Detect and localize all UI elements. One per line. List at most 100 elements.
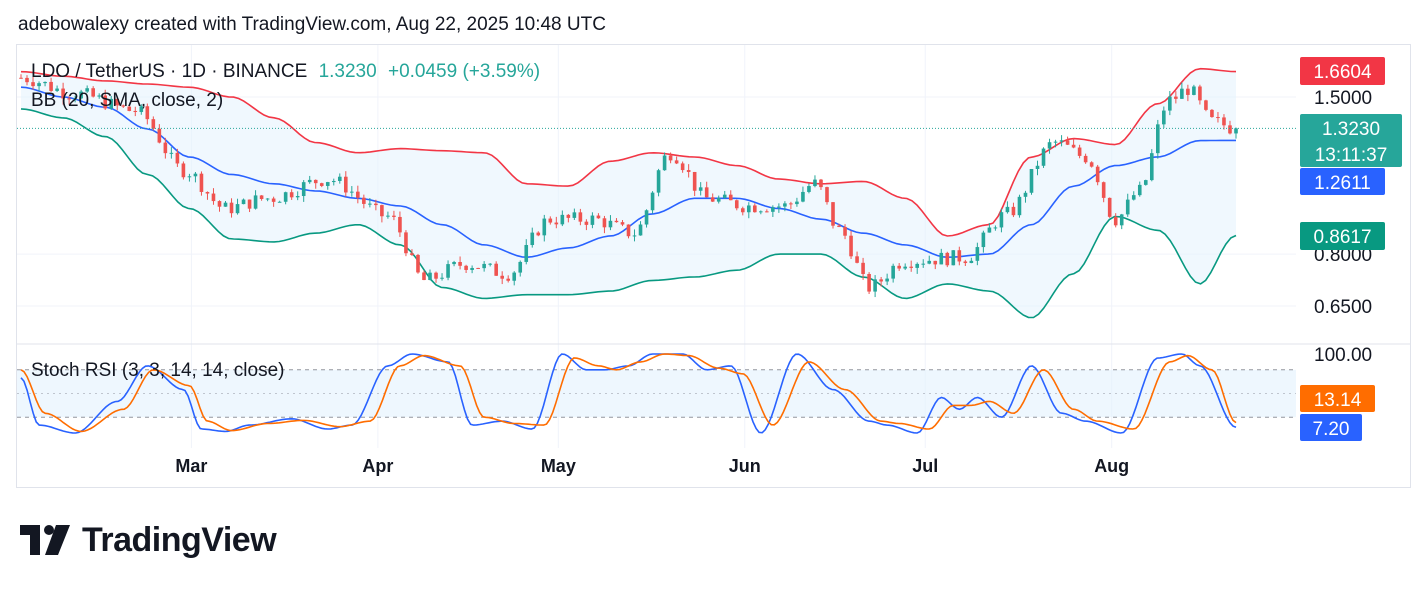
candle-56 bbox=[356, 185, 360, 204]
candle-body-13 bbox=[97, 95, 101, 97]
candle-131 bbox=[807, 183, 811, 194]
candle-body-14 bbox=[103, 95, 108, 109]
candle-95 bbox=[590, 212, 595, 229]
badge-last-price-text-1: 13:11:37 bbox=[1315, 145, 1388, 166]
candle-body-37 bbox=[241, 199, 246, 205]
candle-body-52 bbox=[331, 180, 336, 183]
candle-body-19 bbox=[133, 110, 138, 113]
badge-bb-basis-text-0: 1.2611 bbox=[1314, 173, 1371, 194]
candle-body-78 bbox=[488, 263, 492, 265]
candle-body-62 bbox=[392, 215, 396, 217]
candle-165 bbox=[1011, 202, 1016, 218]
candle-body-3 bbox=[37, 83, 41, 87]
candle-body-144 bbox=[885, 278, 889, 282]
candle-body-103 bbox=[638, 224, 643, 236]
bb-upper-line bbox=[20, 67, 1237, 237]
candle-148 bbox=[909, 260, 914, 272]
candle-189 bbox=[1156, 119, 1160, 159]
candle-46 bbox=[295, 191, 300, 201]
candle-body-57 bbox=[362, 197, 366, 204]
candle-body-148 bbox=[909, 266, 914, 268]
candle-body-197 bbox=[1204, 100, 1208, 110]
candle-body-154 bbox=[945, 252, 950, 266]
candle-122 bbox=[753, 203, 757, 213]
candle-body-186 bbox=[1137, 184, 1142, 196]
bb-fill bbox=[21, 68, 1236, 318]
candle-145 bbox=[891, 263, 895, 283]
candle-body-40 bbox=[259, 195, 264, 199]
candle-body-99 bbox=[614, 220, 619, 223]
candle-1 bbox=[25, 75, 29, 86]
candle-132 bbox=[813, 175, 817, 188]
candle-body-2 bbox=[31, 82, 35, 87]
price-change-label: +0.0459 (+3.59%) bbox=[387, 61, 541, 82]
candle-173 bbox=[1059, 135, 1064, 147]
candle-body-151 bbox=[927, 260, 932, 264]
candle-159 bbox=[975, 242, 980, 266]
candle-109 bbox=[674, 156, 679, 165]
candle-141 bbox=[867, 272, 871, 295]
candle-121 bbox=[746, 202, 751, 219]
candle-body-123 bbox=[759, 211, 763, 213]
candle-body-156 bbox=[957, 250, 962, 262]
candle-body-122 bbox=[753, 205, 757, 213]
candle-166 bbox=[1017, 194, 1022, 218]
candle-body-70 bbox=[440, 277, 444, 279]
candle-70 bbox=[440, 273, 444, 281]
candle-body-6 bbox=[55, 88, 59, 91]
candle-6 bbox=[55, 85, 59, 93]
badge-last-price-text-0: 1.3230 bbox=[1322, 119, 1380, 140]
candle-body-162 bbox=[993, 227, 998, 229]
candle-53 bbox=[337, 173, 342, 184]
candle-193 bbox=[1180, 82, 1184, 99]
candle-body-75 bbox=[470, 267, 474, 270]
candle-188 bbox=[1149, 149, 1154, 182]
candle-177 bbox=[1083, 153, 1088, 164]
candle-body-53 bbox=[337, 176, 342, 181]
candle-body-88 bbox=[548, 218, 553, 223]
badge-bb-upper: 1.6604 bbox=[1300, 57, 1385, 85]
candle-50 bbox=[319, 182, 324, 188]
candle-138 bbox=[849, 230, 853, 260]
tradingview-logo[interactable]: TradingView bbox=[20, 520, 277, 560]
candle-body-128 bbox=[789, 203, 793, 205]
bb-legend: BB (20, SMA, close, 2) bbox=[31, 90, 224, 111]
candle-175 bbox=[1071, 138, 1076, 149]
candle-body-142 bbox=[873, 279, 877, 292]
candle-body-184 bbox=[1125, 199, 1130, 215]
candle-body-104 bbox=[644, 210, 649, 225]
candle-body-98 bbox=[608, 220, 613, 228]
candle-body-176 bbox=[1077, 147, 1082, 156]
candle-162 bbox=[993, 225, 998, 231]
candle-body-47 bbox=[301, 182, 306, 197]
candle-88 bbox=[548, 216, 553, 225]
candle-body-97 bbox=[602, 218, 607, 228]
candle-30 bbox=[199, 171, 204, 196]
time-tick-label-jun: Jun bbox=[729, 456, 761, 476]
candle-body-169 bbox=[1035, 165, 1040, 169]
candle-9 bbox=[73, 95, 77, 103]
candle-202 bbox=[1234, 127, 1238, 139]
candle-200 bbox=[1222, 114, 1226, 130]
candle-102 bbox=[632, 229, 637, 242]
candle-65 bbox=[410, 249, 414, 256]
candle-body-182 bbox=[1113, 216, 1118, 226]
candle-44 bbox=[283, 191, 288, 205]
candle-body-76 bbox=[476, 267, 480, 269]
candle-67 bbox=[422, 270, 426, 281]
candle-body-110 bbox=[680, 163, 685, 171]
candle-10 bbox=[79, 89, 83, 100]
candle-196 bbox=[1198, 84, 1202, 105]
badge-bb-lower-bg bbox=[1300, 222, 1385, 250]
candle-156 bbox=[957, 246, 962, 266]
chart-frame[interactable] bbox=[16, 44, 1411, 488]
candle-45 bbox=[289, 189, 294, 200]
candle-body-131 bbox=[807, 186, 811, 192]
candle-body-179 bbox=[1095, 166, 1100, 183]
candle-body-31 bbox=[205, 191, 210, 194]
candle-body-11 bbox=[85, 88, 89, 92]
candle-26 bbox=[175, 148, 180, 167]
candle-74 bbox=[464, 264, 468, 274]
candle-body-27 bbox=[181, 163, 186, 178]
